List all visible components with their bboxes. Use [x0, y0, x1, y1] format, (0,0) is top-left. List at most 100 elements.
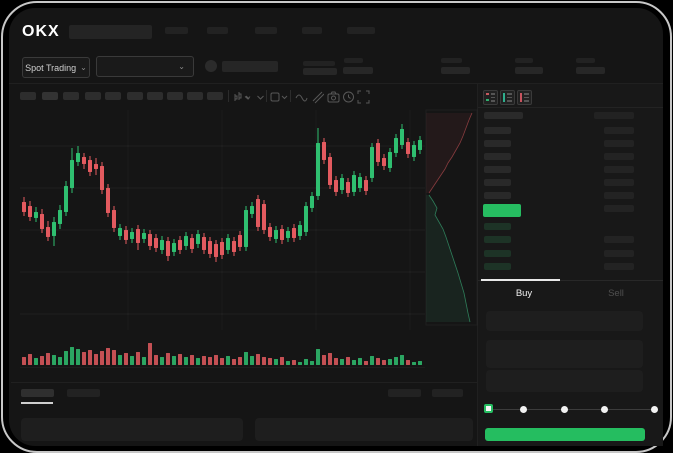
bottom-section-divider: [11, 382, 477, 383]
bid-amount-skeleton[interactable]: [604, 263, 634, 270]
camera-icon[interactable]: [326, 90, 340, 104]
slider-step-dot[interactable]: [561, 406, 568, 413]
time-axis-divider: [20, 367, 425, 368]
timeframe-chip[interactable]: [85, 92, 101, 100]
chevron-down-icon[interactable]: [255, 90, 265, 104]
bottom-link-skeleton[interactable]: [432, 389, 463, 397]
bottom-panel-skeleton: [255, 418, 473, 441]
total-input[interactable]: [486, 370, 643, 392]
timeframe-chip[interactable]: [127, 92, 143, 100]
bid-price-skeleton[interactable]: [484, 263, 511, 270]
stat-value-skeleton: [515, 67, 543, 74]
tab-sell[interactable]: Sell: [608, 288, 624, 299]
ask-amount-skeleton[interactable]: [604, 166, 634, 173]
clock-icon[interactable]: [341, 90, 355, 104]
buy-submit-button[interactable]: [485, 428, 645, 441]
stat-value-skeleton: [576, 67, 605, 74]
drawing-tool-icon[interactable]: [310, 90, 324, 104]
orderbook-header-divider: [478, 107, 663, 108]
tab-buy[interactable]: Buy: [515, 288, 533, 299]
pair-search-dropdown[interactable]: ⌄: [96, 56, 194, 77]
nav-item-skeleton[interactable]: [207, 27, 228, 34]
nav-item-skeleton[interactable]: [255, 27, 277, 34]
panel-divider: [477, 84, 478, 446]
stat-value-skeleton: [303, 68, 337, 75]
nav-item-skeleton[interactable]: [165, 27, 188, 34]
stat-label-skeleton: [441, 58, 462, 63]
timeframe-chip[interactable]: [187, 92, 203, 100]
timeframe-chip[interactable]: [167, 92, 183, 100]
asks-only-icon[interactable]: [517, 90, 532, 105]
bottom-link-skeleton[interactable]: [388, 389, 421, 397]
ask-amount-skeleton[interactable]: [604, 127, 634, 134]
bids-only-icon[interactable]: [500, 90, 515, 105]
ask-amount-skeleton[interactable]: [604, 179, 634, 186]
bottom-panel-skeleton: [21, 418, 243, 441]
stat-label-skeleton: [576, 58, 595, 63]
indicator-dropdown-icon[interactable]: [270, 90, 288, 104]
slider-step-dot[interactable]: [651, 406, 658, 413]
ask-price-skeleton[interactable]: [484, 192, 511, 199]
stat-label-skeleton: [515, 58, 533, 63]
bottom-tab-skeleton[interactable]: [67, 389, 100, 397]
price-input[interactable]: [486, 311, 643, 331]
stat-label-skeleton: [303, 61, 335, 66]
toolbar-divider: [266, 90, 267, 102]
slider-step-dot[interactable]: [520, 406, 527, 413]
timeframe-chip[interactable]: [42, 92, 58, 100]
bid-amount-skeleton[interactable]: [604, 236, 634, 243]
pair-selector-skeleton[interactable]: [69, 25, 152, 39]
timeframe-chip[interactable]: [63, 92, 79, 100]
bid-price-skeleton[interactable]: [484, 223, 511, 230]
market-type-dropdown[interactable]: Spot Trading ⌄: [22, 57, 90, 78]
stat-label-skeleton: [344, 58, 363, 63]
ask-price-skeleton[interactable]: [484, 140, 511, 147]
ask-price-skeleton[interactable]: [484, 166, 511, 173]
bid-price-skeleton[interactable]: [484, 250, 511, 257]
pair-name-skeleton: [222, 61, 278, 72]
trade-tabs-divider: [478, 280, 663, 281]
stat-value-skeleton: [343, 67, 373, 74]
nav-item-skeleton[interactable]: [347, 27, 375, 34]
stat-value-skeleton: [441, 67, 470, 74]
last-price-bar[interactable]: [483, 204, 521, 217]
timeframe-chip[interactable]: [105, 92, 121, 100]
market-type-label: Spot Trading: [25, 62, 77, 73]
chart-style-icon[interactable]: [233, 90, 253, 104]
ask-amount-skeleton[interactable]: [604, 205, 634, 212]
ask-amount-skeleton[interactable]: [604, 192, 634, 199]
slider-handle[interactable]: [484, 404, 493, 413]
orderbook-amount-header-skeleton: [594, 112, 634, 119]
ask-price-skeleton[interactable]: [484, 127, 511, 134]
slider-step-dot[interactable]: [601, 406, 608, 413]
timeframe-chip[interactable]: [147, 92, 163, 100]
toolbar-divider: [228, 90, 229, 102]
okx-logo: OKX: [22, 23, 60, 40]
coin-avatar[interactable]: [205, 60, 217, 72]
chevron-down-icon: ⌄: [80, 62, 87, 72]
combined-book-icon[interactable]: [483, 90, 498, 105]
percent-slider-track[interactable]: [489, 409, 656, 410]
bid-amount-skeleton[interactable]: [604, 250, 634, 257]
line-tool-icon[interactable]: [294, 90, 308, 104]
buy-tab-indicator: [481, 279, 560, 281]
ask-amount-skeleton[interactable]: [604, 153, 634, 160]
bottom-tab-active-skeleton[interactable]: [21, 389, 54, 397]
bottom-tab-indicator: [21, 402, 53, 404]
timeframe-chip[interactable]: [207, 92, 223, 100]
header-divider: [9, 83, 663, 84]
amount-input[interactable]: [486, 340, 643, 368]
ask-price-skeleton[interactable]: [484, 153, 511, 160]
bid-price-skeleton[interactable]: [484, 236, 511, 243]
nav-item-skeleton[interactable]: [302, 27, 322, 34]
chart-area[interactable]: [11, 84, 477, 378]
toolbar-divider: [290, 90, 291, 102]
orderbook-price-header-skeleton: [484, 112, 523, 119]
timeframe-chip[interactable]: [20, 92, 36, 100]
ask-amount-skeleton[interactable]: [604, 140, 634, 147]
ask-price-skeleton[interactable]: [484, 179, 511, 186]
fullscreen-icon[interactable]: [356, 90, 370, 104]
chevron-down-icon: ⌄: [178, 61, 185, 71]
